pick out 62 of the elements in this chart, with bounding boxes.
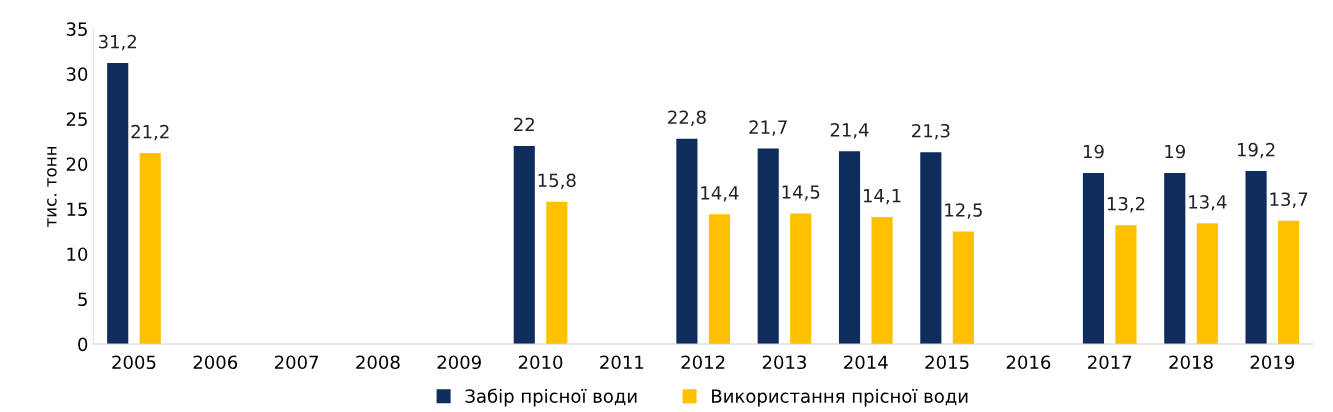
y-tick-label: 15 — [67, 202, 87, 217]
y-tick-label: 0 — [78, 337, 88, 352]
bar — [1196, 223, 1218, 345]
bar — [1278, 220, 1300, 345]
x-tick-label: 2019 — [1250, 355, 1295, 370]
y-axis-title: тис. тонн — [47, 146, 57, 227]
data-label: 14,1 — [863, 189, 901, 205]
bar — [513, 145, 535, 345]
legend-label: Забір прісної води — [465, 388, 637, 407]
bar — [1245, 171, 1267, 345]
data-label: 15,8 — [538, 173, 576, 189]
data-label: 21,3 — [912, 123, 950, 140]
data-label: 14,5 — [782, 185, 820, 201]
data-label: 22 — [514, 117, 534, 132]
data-label: 13,4 — [1189, 195, 1227, 211]
data-label: 21,7 — [749, 120, 787, 136]
x-tick-label: 2016 — [1006, 355, 1051, 370]
y-tick-label: 10 — [67, 247, 88, 262]
y-tick-label: 20 — [66, 157, 88, 172]
bar — [676, 138, 698, 345]
bar — [838, 151, 861, 345]
y-tick-label: 35 — [66, 22, 87, 36]
x-tick-label: 2018 — [1169, 355, 1213, 370]
x-tick-label: 2009 — [437, 355, 481, 370]
data-label: 21,4 — [830, 123, 869, 139]
bar — [546, 201, 568, 345]
x-tick-label: 2015 — [925, 355, 969, 370]
bar — [790, 213, 812, 345]
data-label: 19 — [1083, 144, 1104, 159]
data-label: 19,2 — [1237, 142, 1275, 159]
bar — [871, 217, 893, 345]
x-tick-label: 2006 — [193, 355, 238, 370]
data-label: 22,8 — [668, 110, 706, 126]
data-label: 19 — [1165, 144, 1185, 159]
y-tick-label: 30 — [66, 67, 88, 81]
data-label: 21,2 — [131, 124, 169, 141]
bar — [1115, 225, 1137, 345]
bar — [107, 63, 129, 345]
data-label: 31,2 — [98, 34, 136, 51]
bar — [1082, 172, 1105, 345]
bar — [139, 153, 161, 345]
bar — [920, 152, 942, 345]
bar — [708, 214, 730, 345]
legend-label: Використання прісної води — [712, 388, 968, 407]
data-label: 13,7 — [1270, 192, 1308, 208]
x-tick-label: 2010 — [518, 355, 563, 370]
x-tick-label: 2017 — [1088, 355, 1132, 370]
x-tick-label: 2012 — [681, 355, 725, 370]
x-tick-label: 2011 — [600, 355, 644, 370]
x-tick-label: 2013 — [762, 355, 806, 370]
data-label: 13,2 — [1107, 196, 1145, 213]
bar — [1164, 172, 1186, 345]
x-tick-label: 2008 — [356, 355, 400, 370]
bar — [952, 231, 974, 345]
y-tick-label: 5 — [78, 292, 87, 307]
data-label: 14,4 — [701, 186, 739, 202]
x-tick-label: 2007 — [274, 355, 319, 370]
x-tick-label: 2014 — [844, 355, 888, 370]
x-tick-label: 2005 — [112, 355, 156, 370]
bar — [757, 148, 779, 345]
y-tick-label: 25 — [66, 112, 87, 127]
data-label: 12,5 — [945, 203, 982, 219]
